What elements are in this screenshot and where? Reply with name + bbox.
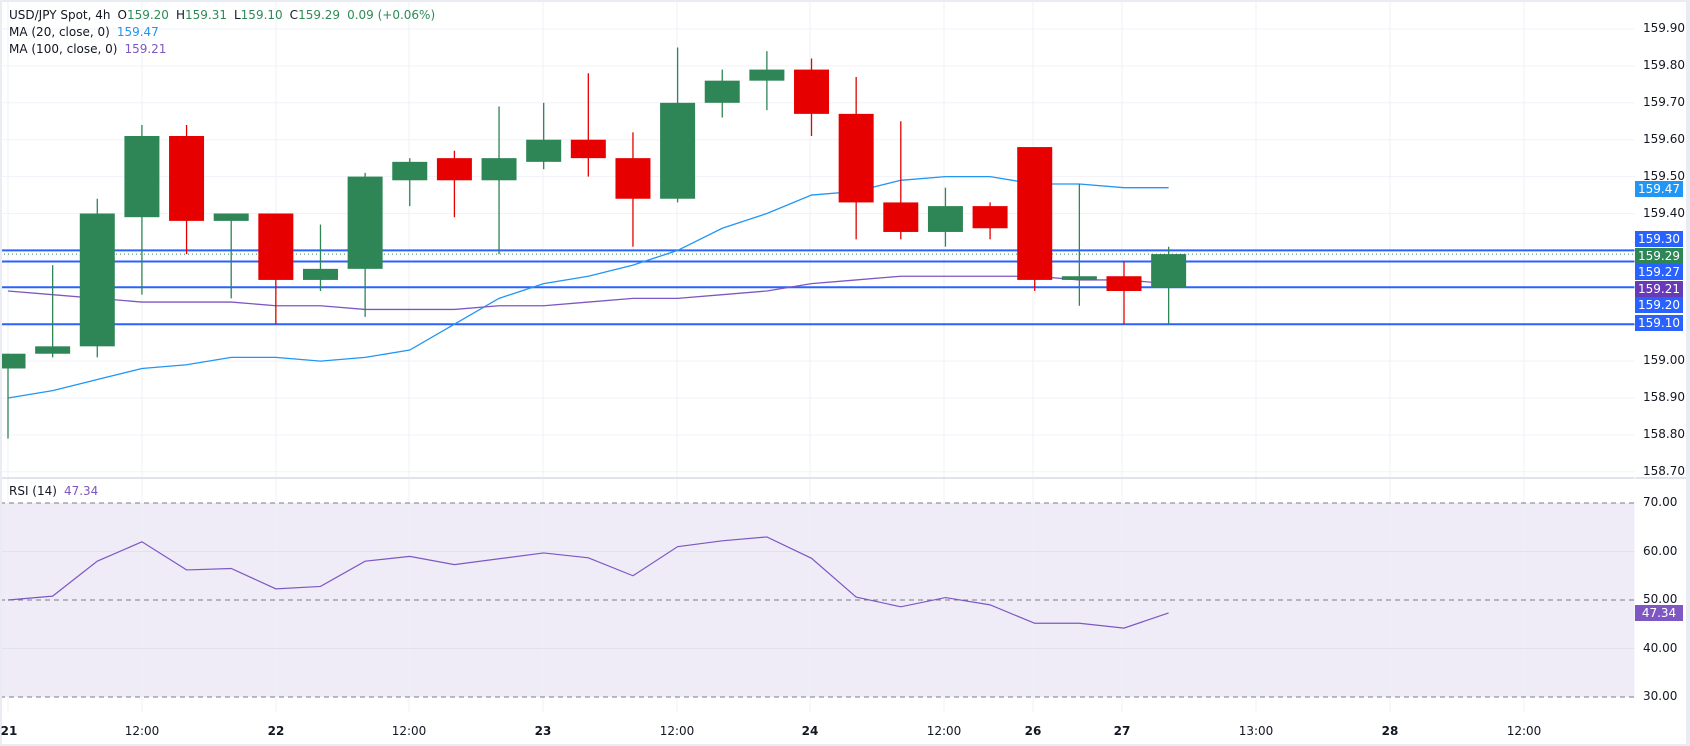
- candle-up[interactable]: [302, 268, 338, 280]
- time-tick: 13:00: [1238, 724, 1274, 738]
- legend-ohlc[interactable]: USD/JPY Spot, 4h O159.20 H159.31 L159.10 C15…: [9, 7, 435, 23]
- time-tick: 21: [0, 724, 18, 738]
- price-tick: 158.70: [1643, 463, 1685, 478]
- ma100-label[interactable]: MA (100, close, 0): [9, 42, 118, 56]
- price-tag-hline: 159.27: [1635, 264, 1683, 280]
- price-tag-hline: 159.30: [1635, 231, 1683, 247]
- legend-ma20[interactable]: MA (20, close, 0) 159.47: [9, 24, 159, 40]
- time-tick: 26: [1024, 724, 1042, 738]
- close-label: C: [289, 8, 299, 22]
- price-tick: 159.40: [1643, 205, 1685, 220]
- candle-up[interactable]: [1061, 276, 1097, 280]
- price-tick: 159.80: [1643, 57, 1685, 72]
- time-tick: 12:00: [391, 724, 427, 738]
- rsi-tick: 50.00: [1643, 592, 1678, 606]
- price-tick: 159.50: [1643, 168, 1685, 183]
- high-value: 159.31: [184, 8, 227, 22]
- price-tag-ma20: 159.47: [1635, 181, 1683, 197]
- ma20-label[interactable]: MA (20, close, 0): [9, 25, 110, 39]
- rsi-value: 47.34: [63, 484, 99, 498]
- candle-up[interactable]: [124, 136, 160, 218]
- legend-rsi[interactable]: RSI (14) 47.34: [9, 483, 98, 499]
- time-tick: 12:00: [1506, 724, 1542, 738]
- price-tick: 159.70: [1643, 94, 1685, 109]
- time-tick: 28: [1381, 724, 1399, 738]
- change-value: 0.09 (+0.06%): [347, 8, 436, 22]
- candle-down[interactable]: [258, 213, 294, 280]
- close-value: 159.29: [298, 8, 341, 22]
- time-tick: 12:00: [124, 724, 160, 738]
- rsi-tick: 70.00: [1643, 495, 1678, 509]
- symbol-title[interactable]: USD/JPY Spot, 4h: [9, 8, 111, 22]
- price-tag-close: 159.29: [1635, 248, 1683, 264]
- low-value: 159.10: [240, 8, 283, 22]
- price-tick: 158.80: [1643, 426, 1685, 441]
- ma100-value: 159.21: [124, 42, 167, 56]
- ma100-line[interactable]: [7, 275, 1169, 311]
- price-tag-ma100: 159.21: [1635, 281, 1683, 297]
- candle-up[interactable]: [481, 158, 517, 181]
- candle-down[interactable]: [436, 158, 472, 181]
- open-value: 159.20: [126, 8, 169, 22]
- price-tick: 158.90: [1643, 390, 1685, 404]
- price-tick: 159.60: [1643, 131, 1685, 146]
- candle-up[interactable]: [927, 206, 963, 232]
- candle-down[interactable]: [169, 136, 205, 221]
- price-tick: 159.00: [1643, 353, 1685, 368]
- price-tag-hline: 159.10: [1635, 315, 1683, 331]
- ma20-line[interactable]: [7, 175, 1169, 399]
- candle-up[interactable]: [704, 80, 740, 103]
- rsi-value-tag: 47.34: [1635, 605, 1683, 621]
- rsi-tick: 40.00: [1643, 640, 1678, 655]
- rsi-tick: 30.00: [1643, 689, 1678, 703]
- candle-up[interactable]: [79, 213, 115, 347]
- high-label: H: [175, 8, 185, 22]
- time-tick: 12:00: [659, 724, 695, 738]
- low-label: L: [233, 8, 241, 22]
- candle-up[interactable]: [213, 213, 249, 221]
- candle-down[interactable]: [1106, 276, 1142, 291]
- candle-down[interactable]: [972, 206, 1008, 229]
- candle-up[interactable]: [347, 176, 383, 269]
- ma20-value: 159.47: [116, 25, 159, 39]
- price-tick: 159.90: [1643, 21, 1685, 35]
- time-tick: 24: [801, 724, 819, 738]
- candle-down[interactable]: [615, 158, 651, 199]
- rsi-line[interactable]: [7, 536, 1169, 629]
- candle-up[interactable]: [660, 102, 696, 199]
- time-tick: 22: [267, 724, 285, 738]
- candle-up[interactable]: [35, 346, 71, 354]
- candle-down[interactable]: [1017, 147, 1053, 280]
- candle-down[interactable]: [883, 202, 919, 232]
- open-label: O: [117, 8, 127, 22]
- candle-up[interactable]: [1151, 254, 1187, 288]
- bottom-border: [0, 744, 1690, 746]
- candle-up[interactable]: [0, 353, 26, 369]
- time-tick: 12:00: [926, 724, 962, 738]
- price-tag-hline: 159.20: [1635, 297, 1683, 313]
- time-tick: 23: [534, 724, 552, 738]
- left-border: [0, 0, 2, 746]
- top-border: [0, 0, 1690, 2]
- candle-down[interactable]: [570, 139, 606, 159]
- candle-up[interactable]: [392, 161, 428, 181]
- candle-down[interactable]: [794, 69, 830, 114]
- time-tick: 27: [1113, 724, 1131, 738]
- candle-up[interactable]: [749, 69, 785, 81]
- right-border: [1686, 0, 1690, 746]
- rsi-tick: 60.00: [1643, 543, 1678, 558]
- legend-ma100[interactable]: MA (100, close, 0) 159.21: [9, 41, 166, 57]
- candle-up[interactable]: [526, 139, 562, 162]
- candle-down[interactable]: [838, 113, 874, 203]
- rsi-label[interactable]: RSI (14): [9, 484, 57, 498]
